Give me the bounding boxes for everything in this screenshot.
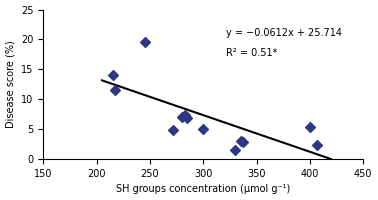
Point [314,144,321,147]
Text: R² = 0.51*: R² = 0.51* [226,48,277,58]
X-axis label: SH groups concentration (μmol g⁻¹): SH groups concentration (μmol g⁻¹) [116,184,290,194]
Point [240,141,246,144]
Point [112,89,118,92]
Text: y = −0.0612x + 25.714: y = −0.0612x + 25.714 [226,28,342,38]
Point [307,125,313,128]
Point [142,41,148,44]
Point [179,116,185,119]
Point [184,116,190,119]
Point [232,148,238,151]
Point [200,128,206,131]
Y-axis label: Disease score (%): Disease score (%) [6,40,15,128]
Point [170,129,177,132]
Point [237,140,243,143]
Point [110,74,116,77]
Point [182,114,188,117]
